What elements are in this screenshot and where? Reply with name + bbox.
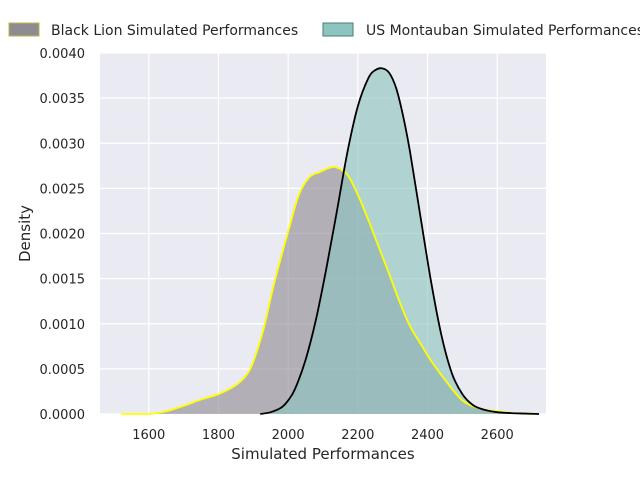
x-tick-label: 1600: [132, 428, 165, 443]
series-0-line: [120, 165, 533, 415]
ticks: 1600 1800 2000 2200 2400 2600 0.0000 0.0005 0.00…: [40, 47, 514, 443]
y-tick-label: 0.0035: [40, 92, 86, 107]
legend-swatch-1: [322, 22, 354, 37]
y-tick-label: 0.0000: [40, 408, 86, 423]
series-layer: [120, 67, 540, 415]
x-axis-title: Simulated Performances: [231, 445, 415, 463]
series-1-area: [260, 68, 540, 415]
y-tick-label: 0.0010: [40, 318, 86, 333]
y-tick-label: 0.0005: [40, 363, 86, 378]
y-tick-label: 0.0040: [40, 47, 86, 62]
y-tick-label: 0.0015: [40, 273, 86, 288]
x-tick-label: 1800: [202, 428, 235, 443]
legend-label-0: Black Lion Simulated Performances: [51, 23, 298, 39]
y-tick-label: 0.0020: [40, 228, 86, 243]
legend: Black Lion Simulated Performances US Mont…: [8, 22, 640, 39]
y-tick-label: 0.0025: [40, 182, 86, 197]
x-tick-label: 2600: [481, 428, 514, 443]
legend-label-1: US Montauban Simulated Performances: [366, 23, 640, 39]
y-axis-title: Density: [16, 205, 34, 262]
series-1-line: [260, 67, 540, 415]
legend-swatch-0: [8, 22, 40, 37]
x-tick-label: 2000: [272, 428, 305, 443]
y-tick-label: 0.0030: [40, 137, 86, 152]
x-tick-label: 2200: [341, 428, 374, 443]
x-tick-label: 2400: [411, 428, 444, 443]
